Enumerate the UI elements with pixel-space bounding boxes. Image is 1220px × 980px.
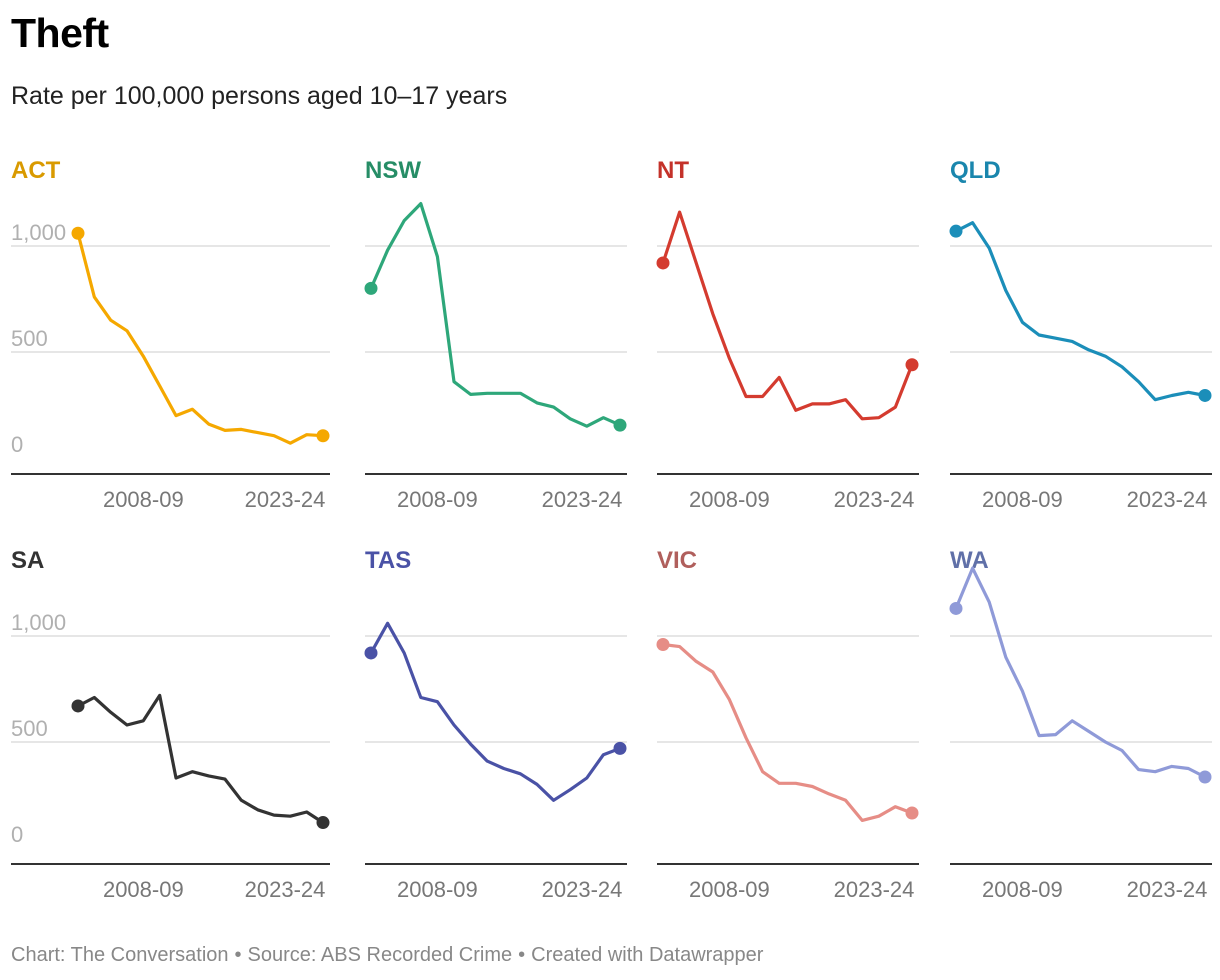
x-tick-label: 2023-24 [834,487,915,512]
footer-created-with: Created with Datawrapper [531,944,764,966]
start-point-marker [949,224,963,238]
end-point-marker [316,429,330,443]
y-tick-label: 0 [11,822,23,847]
y-tick-label: 500 [11,716,48,741]
end-point-marker [613,741,627,755]
panel-title-tas: TAS [365,547,411,574]
footer-separator: • [234,944,242,966]
start-point-marker [949,601,963,615]
chart-subtitle: Rate per 100,000 persons aged 10–17 year… [11,82,508,110]
end-point-marker [1198,388,1212,402]
x-tick-label: 2023-24 [1127,487,1208,512]
series-line-qld [954,221,1207,402]
start-point-marker [364,281,378,295]
x-tick-label: 2023-24 [1127,877,1208,902]
y-tick-label: 500 [11,326,48,351]
x-tick-label: 2023-24 [834,877,915,902]
end-point-marker [316,816,330,830]
panel-title-wa: WA [950,547,989,574]
series-line-nt [661,210,914,421]
end-point-marker [1198,770,1212,784]
start-point-marker [656,637,670,651]
panel-title-vic: VIC [657,547,697,574]
panel-title-qld: QLD [950,157,1001,184]
x-tick-label: 2008-09 [982,877,1063,902]
y-tick-label: 1,000 [11,610,66,635]
panel-title-act: ACT [11,157,61,184]
series-line-wa [954,566,1207,779]
footer-separator: • [518,944,526,966]
y-tick-label: 0 [11,432,23,457]
panel-title-nt: NT [657,157,689,184]
x-tick-label: 2023-24 [542,877,623,902]
series-line-act [76,231,325,445]
series-line-sa [76,693,325,825]
x-tick-label: 2008-09 [689,487,770,512]
x-tick-label: 2008-09 [397,487,478,512]
footer-chart-credit: Chart: The Conversation [11,944,229,966]
series-line-vic [661,642,914,823]
end-point-marker [613,418,627,432]
start-point-marker [364,646,378,660]
chart-footer: Chart: The Conversation • Source: ABS Reco… [11,944,763,967]
end-point-marker [905,806,919,820]
series-line-nsw [369,202,622,428]
panel-title-nsw: NSW [365,157,421,184]
x-tick-label: 2008-09 [103,877,184,902]
series-line-tas [369,621,622,802]
x-tick-label: 2008-09 [982,487,1063,512]
start-point-marker [71,226,85,240]
footer-source: Source: ABS Recorded Crime [247,944,513,966]
small-multiples-chart: ACT 0 500 1,000 2008-09 2023-24 NSW 2008-09 2023… [11,157,1212,902]
start-point-marker [71,699,85,713]
chart-title: Theft [11,10,109,56]
x-tick-label: 2008-09 [689,877,770,902]
start-point-marker [656,256,670,270]
x-tick-label: 2008-09 [397,877,478,902]
x-tick-label: 2023-24 [245,487,326,512]
x-tick-label: 2023-24 [245,877,326,902]
panel-title-sa: SA [11,547,44,574]
y-tick-label: 1,000 [11,220,66,245]
x-tick-label: 2008-09 [103,487,184,512]
end-point-marker [905,358,919,372]
x-tick-label: 2023-24 [542,487,623,512]
